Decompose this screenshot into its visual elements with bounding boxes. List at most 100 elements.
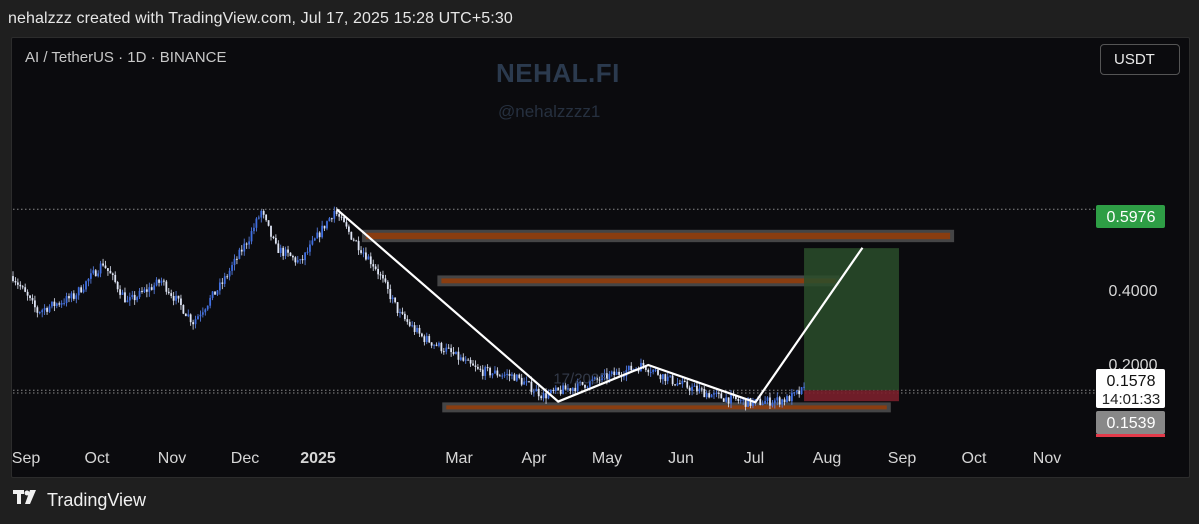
candle-body-248 [615, 371, 618, 376]
candle-body-35 [97, 273, 100, 277]
candle-body-209 [520, 377, 523, 385]
candle-body-156 [391, 297, 394, 300]
candle-body-19 [58, 303, 61, 305]
candle-body-304 [752, 401, 754, 406]
candle-body-131 [330, 218, 333, 220]
x-tick-label-nov: Nov [1033, 450, 1061, 467]
candle-body-153 [384, 278, 387, 282]
candle-body-33 [92, 270, 95, 274]
candle-body-113 [287, 249, 289, 253]
candle-body-241 [598, 379, 601, 381]
candle-body-320 [790, 392, 793, 402]
candle-body-43 [116, 281, 119, 290]
candle-body-309 [764, 400, 767, 404]
candle-body-72 [187, 314, 190, 317]
candle-body-6 [26, 291, 29, 296]
candle-body-245 [608, 374, 611, 380]
candle-body-54 [143, 289, 146, 292]
candle-body-295 [730, 394, 732, 404]
candle-body-134 [338, 214, 341, 217]
candle-body-268 [664, 374, 667, 382]
candle-body-1 [14, 280, 17, 283]
candle-body-94 [240, 249, 243, 252]
pattern-trend-line[interactable] [336, 208, 864, 404]
symbol-title[interactable]: AI / TetherUS · 1D · BINANCE [25, 49, 227, 66]
candle-body-183 [457, 351, 460, 360]
candle-body-25 [72, 293, 75, 299]
candle-body-186 [464, 359, 467, 361]
currency-button[interactable]: USDT [1100, 44, 1180, 75]
candle-body-290 [717, 392, 720, 394]
candle-body-65 [170, 293, 173, 296]
candle-body-55 [145, 289, 148, 292]
candle-body-86 [221, 282, 224, 284]
brand-name: TradingView [47, 490, 147, 510]
candle-body-325 [803, 386, 805, 388]
candle-body-164 [411, 325, 414, 327]
candle-body-219 [545, 393, 547, 399]
candle-body-265 [657, 369, 659, 375]
candle-body-298 [737, 398, 740, 401]
candle-body-223 [554, 387, 557, 392]
candle-body-271 [671, 375, 674, 385]
candle-body-140 [352, 239, 355, 241]
candle-body-88 [226, 276, 229, 278]
candle-body-29 [82, 289, 85, 293]
x-tick-label-oct: Oct [962, 450, 987, 467]
candle-body-239 [593, 377, 596, 380]
candle-body-99 [253, 227, 255, 232]
candle-body-22 [65, 296, 68, 304]
stop-price-label: 0.1539 [1107, 415, 1156, 432]
x-tick-label-dec: Dec [231, 450, 259, 467]
candle-body-226 [562, 385, 564, 394]
candle-body-272 [674, 384, 676, 386]
candle-body-41 [111, 273, 114, 275]
candle-body-154 [386, 281, 389, 289]
candle-body-269 [666, 376, 669, 382]
candle-body-261 [647, 369, 650, 373]
candle-body-303 [749, 398, 752, 406]
candle-body-124 [313, 238, 316, 241]
candle-body-119 [301, 259, 304, 261]
candle-body-215 [535, 388, 538, 392]
candle-body-17 [53, 301, 56, 307]
candle-body-64 [167, 291, 170, 294]
watermark-handle: @nehalzzzz1 [498, 102, 601, 121]
candle-body-218 [542, 393, 545, 399]
candle-body-116 [294, 257, 297, 263]
tradingview-logo-icon [13, 490, 41, 511]
candle-body-106 [270, 225, 272, 237]
candle-body-316 [781, 399, 784, 405]
candle-body-246 [610, 371, 613, 375]
candle-body-200 [498, 375, 501, 377]
candle-body-3 [19, 284, 22, 287]
candle-body-62 [163, 280, 165, 282]
candle-body-4 [21, 286, 24, 288]
candle-body-31 [87, 278, 90, 282]
candle-body-14 [46, 307, 48, 312]
candle-body-51 [136, 297, 139, 301]
candle-body-230 [571, 387, 574, 391]
candle-body-27 [77, 287, 80, 296]
x-tick-label-aug: Aug [813, 450, 841, 467]
candle-body-193 [481, 369, 484, 376]
candle-body-270 [669, 375, 672, 377]
last-price-label: 0.1578 [1107, 373, 1156, 390]
candle-body-285 [705, 393, 708, 398]
candle-body-142 [357, 240, 360, 251]
brand-logo[interactable]: TradingView [13, 490, 146, 511]
candle-body-294 [727, 397, 730, 404]
candle-body-109 [277, 243, 280, 253]
candle-body-188 [469, 359, 472, 364]
candle-body-221 [550, 389, 552, 394]
candle-body-277 [686, 381, 689, 388]
candle-body-123 [311, 240, 314, 245]
candle-body-284 [703, 388, 706, 398]
candle-body-322 [795, 390, 798, 393]
candle-body-100 [255, 218, 258, 228]
candle-body-324 [800, 387, 803, 395]
candle-body-145 [365, 252, 367, 260]
candle-body-111 [282, 247, 285, 256]
candle-body-286 [708, 393, 711, 398]
